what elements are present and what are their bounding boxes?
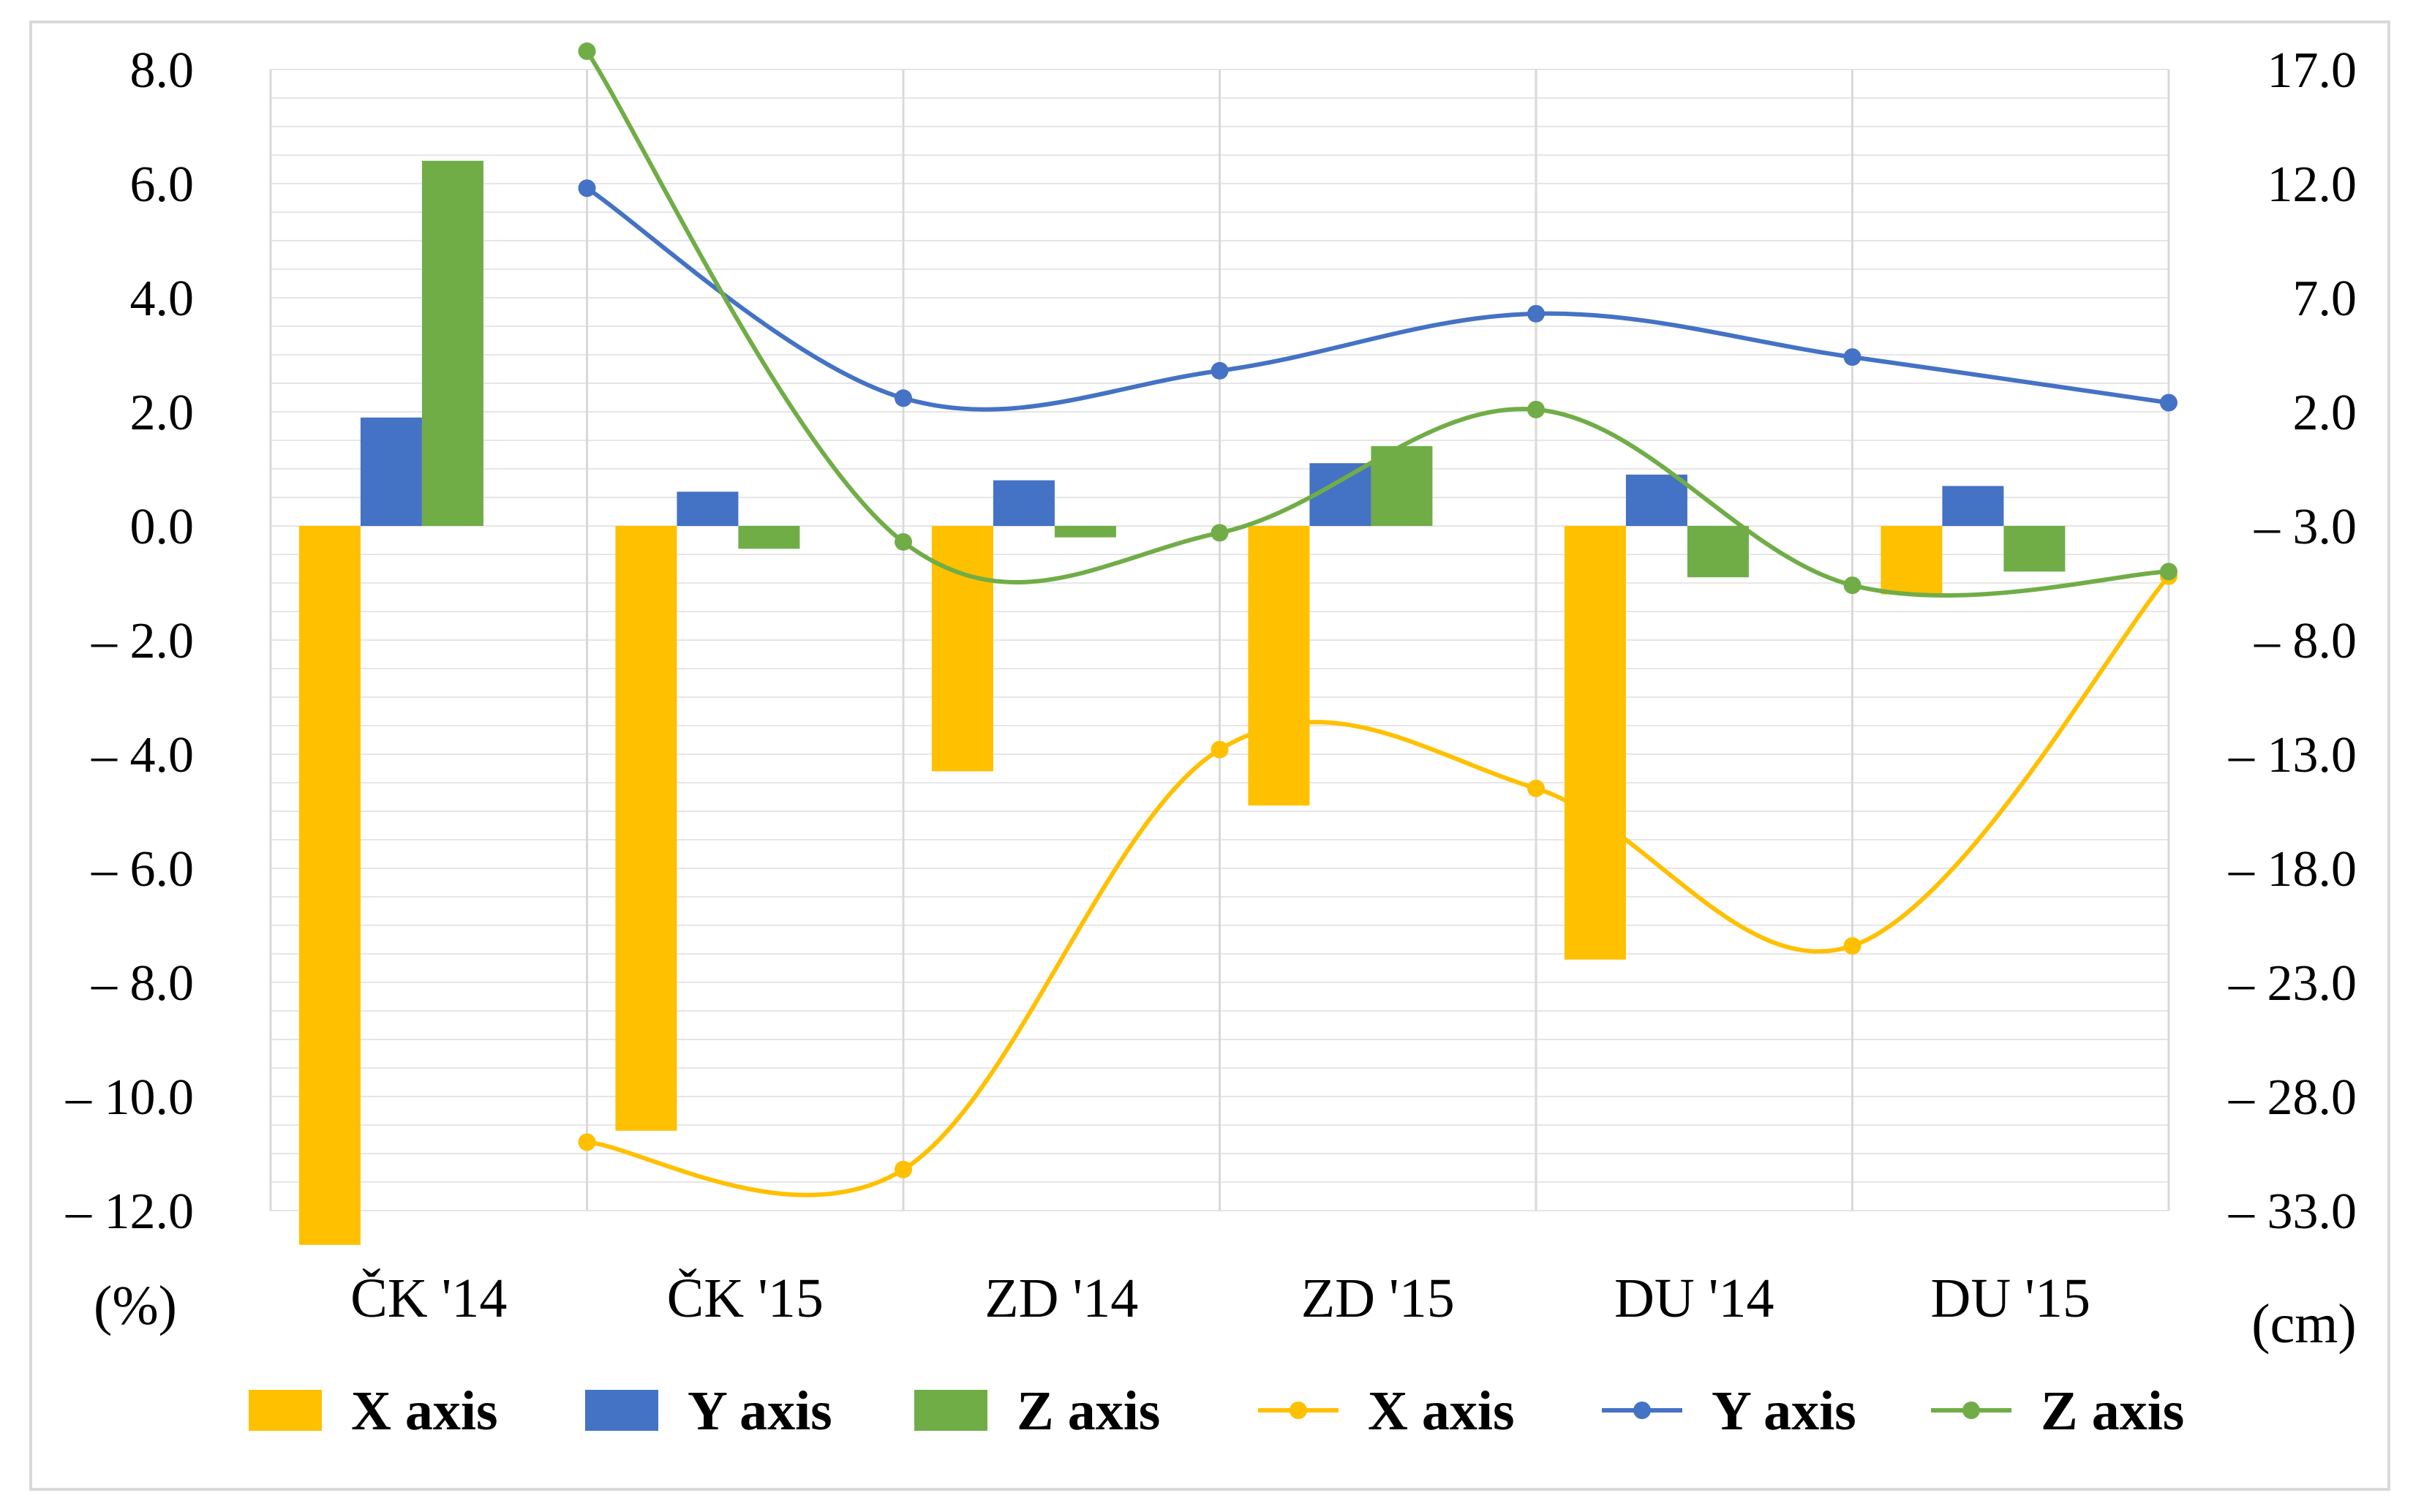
legend-swatch-marker-y-axis [1633, 1402, 1651, 1419]
legend-swatch-bar-z-axis [914, 1390, 987, 1431]
line-point-y-axis [895, 389, 912, 407]
right-axis-tick-label: – 13.0 [2228, 727, 2357, 783]
right-axis-tick-label: – 18.0 [2228, 841, 2357, 898]
category-label: ČK '15 [667, 1268, 824, 1329]
line-point-y-axis [1527, 304, 1545, 323]
line-point-x-axis [1527, 779, 1545, 797]
bar-z-axis [1054, 526, 1116, 538]
line-point-y-axis [1211, 361, 1229, 380]
right-axis-unit-label: (cm) [2251, 1293, 2356, 1355]
axes: 8.0 6.0 4.0 2.0 0.0 – 2.0 – 4.0 – 6.0 – 8.0 – 10.… [65, 42, 2357, 1329]
bar-x-axis [298, 526, 361, 1245]
category-label: DU '15 [1931, 1268, 2090, 1329]
right-axis-tick-label: – 3.0 [2254, 499, 2357, 555]
line-series [578, 42, 2177, 1197]
legend-label-bar-x-axis: X axis [351, 1380, 498, 1442]
left-axis-tick-label: 6.0 [130, 157, 195, 213]
bar-y-axis [1625, 474, 1687, 526]
legend: X axis Y axis Z axis X axis Y axis Z axis [249, 1380, 2184, 1442]
bar-y-axis [360, 417, 422, 526]
left-axis-tick-label: – 6.0 [91, 841, 194, 898]
gridlines [269, 69, 2170, 1211]
legend-label-bar-y-axis: Y axis [688, 1380, 832, 1442]
right-axis-tick-label: 2.0 [2293, 385, 2357, 441]
line-point-z-axis [1211, 524, 1229, 542]
left-axis-tick-label: – 10.0 [65, 1069, 194, 1126]
line-point-z-axis [1527, 400, 1545, 418]
bar-x-axis [1248, 526, 1310, 806]
right-axis-tick-label: 7.0 [2293, 271, 2357, 327]
line-point-x-axis [1843, 937, 1861, 955]
line-point-y-axis [2160, 394, 2177, 412]
legend-label-line-x-axis: X axis [1368, 1380, 1515, 1442]
bar-series [298, 160, 2066, 1245]
right-axis-tick-label: 17.0 [2267, 42, 2357, 99]
right-axis-tick-label: – 33.0 [2228, 1184, 2357, 1240]
legend-swatch-marker-x-axis [1290, 1402, 1307, 1419]
bar-x-axis [931, 526, 993, 772]
bar-y-axis [1942, 486, 2004, 526]
left-axis-tick-label: 4.0 [130, 271, 195, 327]
line-point-y-axis [578, 179, 596, 198]
left-axis-tick-label: 8.0 [130, 42, 195, 99]
bar-z-axis [738, 526, 800, 549]
bar-z-axis [2003, 526, 2066, 572]
left-axis-unit-label: (%) [94, 1275, 177, 1336]
bar-z-axis [421, 160, 483, 527]
left-axis-tick-label: 2.0 [130, 385, 195, 441]
legend-swatch-marker-z-axis [1962, 1402, 1980, 1419]
category-label: ZD '14 [985, 1268, 1138, 1329]
category-label: ZD '15 [1301, 1268, 1455, 1329]
line-point-z-axis [1843, 576, 1861, 595]
bar-z-axis [1687, 526, 1749, 578]
right-axis-tick-label: – 28.0 [2228, 1069, 2357, 1126]
legend-label-line-y-axis: Y axis [1712, 1380, 1856, 1442]
legend-swatch-bar-x-axis [249, 1390, 322, 1431]
line-y-axis [585, 186, 2169, 412]
right-axis-tick-label: – 8.0 [2254, 613, 2357, 669]
line-point-x-axis [1211, 740, 1229, 759]
line-point-x-axis [578, 1133, 596, 1151]
line-z-axis [584, 50, 2169, 598]
left-axis-tick-label: – 4.0 [91, 727, 194, 783]
line-x-axis [587, 574, 2171, 1197]
bar-y-axis [1309, 463, 1371, 526]
right-axis-tick-label: – 23.0 [2228, 955, 2357, 1012]
line-point-x-axis [895, 1160, 912, 1178]
left-axis-tick-label: 0.0 [130, 499, 195, 555]
line-point-z-axis [2160, 563, 2177, 581]
bar-y-axis [993, 480, 1055, 526]
line-point-z-axis [578, 42, 596, 61]
bar-y-axis [677, 492, 739, 526]
left-axis-tick-label: – 12.0 [65, 1184, 194, 1240]
right-axis-tick-label: 12.0 [2267, 157, 2357, 213]
bar-x-axis [1881, 526, 1943, 595]
line-point-z-axis [895, 533, 912, 551]
legend-label-line-z-axis: Z axis [2041, 1380, 2184, 1442]
category-label: ČK '14 [350, 1268, 507, 1329]
left-axis-tick-label: – 2.0 [91, 613, 194, 669]
line-point-y-axis [1843, 348, 1861, 366]
left-axis-tick-label: – 8.0 [91, 955, 194, 1012]
bar-x-axis [615, 526, 677, 1131]
category-label: DU '14 [1614, 1268, 1774, 1329]
legend-swatch-bar-y-axis [585, 1390, 658, 1431]
bar-x-axis [1564, 526, 1626, 960]
legend-label-bar-z-axis: Z axis [1017, 1380, 1160, 1442]
